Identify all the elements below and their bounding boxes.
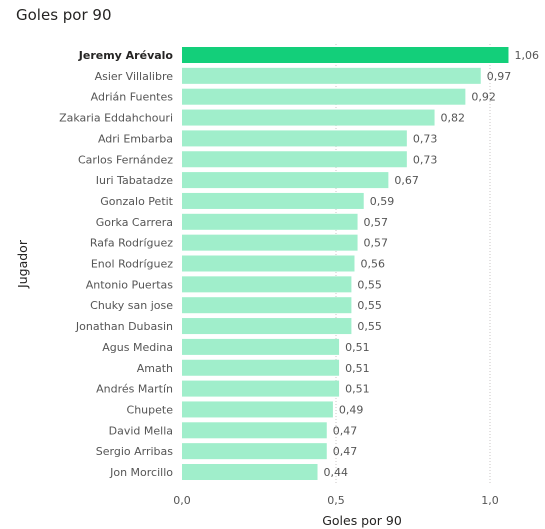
bar[interactable] [182, 359, 340, 376]
category-label: Amath [137, 362, 173, 375]
data-label: 0,49 [339, 403, 364, 416]
data-label: 1,06 [514, 49, 539, 62]
bar[interactable] [182, 297, 352, 314]
data-label: 0,97 [487, 70, 512, 83]
data-label: 0,51 [345, 383, 370, 396]
category-label: Sergio Arribas [96, 445, 174, 458]
bar[interactable] [182, 380, 340, 397]
category-label: Adrián Fuentes [91, 91, 174, 104]
category-label: Jonathan Dubasin [75, 320, 173, 333]
data-label: 0,57 [364, 216, 389, 229]
category-label: Rafa Rodríguez [90, 237, 173, 250]
category-label: Asier Villalibre [95, 70, 174, 83]
category-label: Iuri Tabatadze [96, 174, 173, 187]
x-tick-label: 0,0 [173, 494, 191, 507]
bar[interactable] [182, 130, 407, 147]
bar[interactable] [182, 422, 327, 439]
data-label: 0,73 [413, 132, 438, 145]
category-label: Chupete [127, 403, 174, 416]
chart-title: Goles por 90 [16, 6, 112, 24]
data-label: 0,51 [345, 362, 370, 375]
category-label: Gorka Carrera [96, 216, 173, 229]
bar[interactable] [182, 151, 407, 168]
bar[interactable] [182, 192, 364, 209]
bar[interactable] [182, 234, 358, 251]
bar[interactable] [182, 464, 318, 480]
data-label: 0,55 [357, 278, 382, 291]
category-label: Jeremy Arévalo [78, 49, 174, 62]
bar[interactable] [182, 88, 466, 105]
data-label: 0,57 [364, 237, 389, 250]
data-label: 0,67 [394, 174, 419, 187]
data-label: 0,56 [360, 258, 385, 271]
labels-layer: 0,0 0,5 1,0 Jeremy Arévalo 1,06 Asier Villali… [59, 49, 539, 507]
category-label: Agus Medina [102, 341, 173, 354]
bar[interactable] [182, 172, 389, 189]
data-label: 0,47 [333, 424, 358, 437]
data-label: 0,47 [333, 445, 358, 458]
data-label: 0,92 [471, 91, 496, 104]
category-label: Adri Embarba [98, 132, 173, 145]
bar[interactable] [182, 109, 435, 126]
y-axis-label: Jugador [15, 239, 30, 289]
category-label: Gonzalo Petit [100, 195, 173, 208]
category-label: Antonio Puertas [86, 278, 174, 291]
category-label: David Mella [109, 424, 173, 437]
x-tick-label: 0,5 [327, 494, 345, 507]
bars-layer [182, 47, 509, 480]
data-label: 0,55 [357, 320, 382, 333]
category-label: Chuky san jose [90, 299, 173, 312]
data-label: 0,51 [345, 341, 370, 354]
bar[interactable] [182, 401, 333, 418]
bar[interactable] [182, 255, 355, 272]
data-label: 0,73 [413, 153, 438, 166]
category-label: Zakaria Eddahchouri [59, 112, 173, 125]
x-axis-label: Goles por 90 [322, 513, 402, 528]
category-label: Enol Rodríguez [91, 258, 173, 271]
bar[interactable] [182, 213, 358, 230]
data-label: 0,82 [441, 112, 466, 125]
bar[interactable] [182, 318, 352, 335]
bar[interactable] [182, 338, 340, 355]
bar[interactable] [182, 67, 481, 84]
data-label: 0,59 [370, 195, 395, 208]
category-label: Andrés Martín [96, 383, 173, 396]
bar[interactable] [182, 443, 327, 460]
data-label: 0,44 [324, 466, 349, 479]
bar[interactable] [182, 276, 352, 293]
bar[interactable] [182, 47, 509, 63]
data-label: 0,55 [357, 299, 382, 312]
category-label: Jon Morcillo [109, 466, 173, 479]
x-tick-label: 1,0 [481, 494, 499, 507]
category-label: Carlos Fernández [78, 153, 173, 166]
